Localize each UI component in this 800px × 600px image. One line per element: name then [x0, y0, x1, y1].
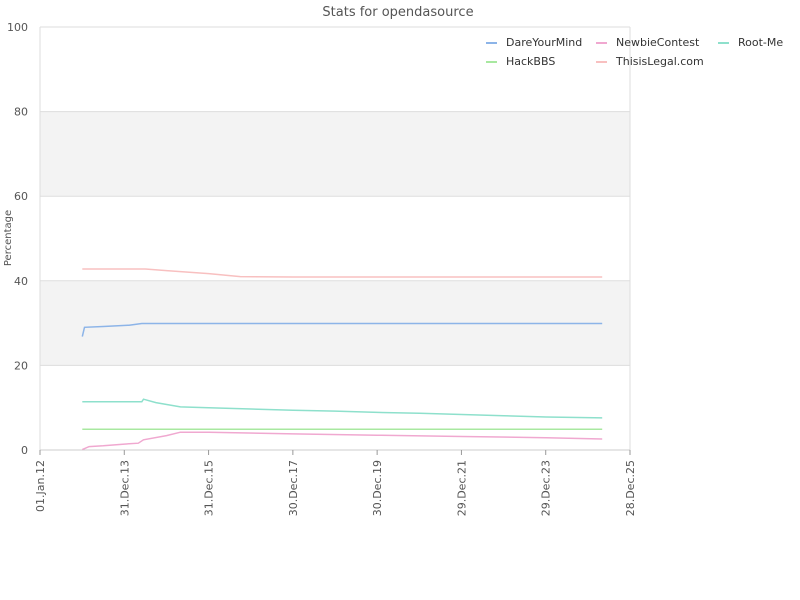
- band-1: [40, 111, 630, 197]
- y-tick-20: 20: [14, 359, 28, 372]
- series-lines: [81, 268, 603, 451]
- y-tick-60: 60: [14, 190, 28, 203]
- x-tick-29-dec-23: 29.Dec.23: [540, 460, 553, 516]
- legend: DareYourMind NewbieContest Root-Me HackBBS T…: [486, 36, 783, 68]
- legend-label-dareyourmind: DareYourMind: [506, 36, 582, 49]
- series-line-newbiecontest: [81, 431, 603, 451]
- legend-label-root-me: Root-Me: [738, 36, 783, 49]
- background-bands: [40, 111, 630, 366]
- y-axis-ticks: 0 20 40 60 80 100: [7, 21, 28, 457]
- legend-label-thisislegal-com: ThisisLegal.com: [615, 55, 704, 68]
- x-tick-30-dec-17: 30.Dec.17: [287, 460, 300, 516]
- legend-label-hackbbs: HackBBS: [506, 55, 555, 68]
- x-tick-29-dec-21: 29.Dec.21: [455, 460, 468, 516]
- y-axis-label: Percentage: [3, 210, 14, 266]
- axes: [39, 27, 631, 451]
- y-tick-100: 100: [7, 21, 28, 34]
- x-tick-28-dec-25: 28.Dec.25: [624, 460, 637, 516]
- gridlines: [40, 26, 630, 451]
- series-line-dareyourmind: [81, 322, 603, 337]
- y-tick-80: 80: [14, 106, 28, 119]
- series-line-thisislegal-com: [82, 268, 603, 278]
- x-tick-30-dec-19: 30.Dec.19: [371, 460, 384, 516]
- x-tick-31-dec-15: 31.Dec.15: [203, 460, 216, 516]
- y-tick-40: 40: [14, 275, 28, 288]
- x-tick-01-jan-12: 01.Jan.12: [34, 460, 47, 512]
- y-tick-0: 0: [21, 444, 28, 457]
- chart-title: Stats for opendasource: [322, 5, 473, 20]
- x-axis-ticks: 01.Jan.12 31.Dec.13 31.Dec.15 30.Dec.17 30.D…: [34, 450, 637, 516]
- legend-label-newbiecontest: NewbieContest: [616, 36, 700, 49]
- x-tick-31-dec-13: 31.Dec.13: [118, 460, 131, 516]
- series-line-root-me: [82, 398, 603, 419]
